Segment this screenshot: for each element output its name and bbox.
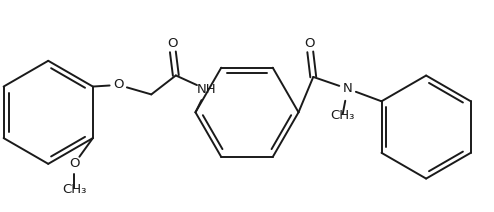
Text: N: N <box>343 82 353 95</box>
Text: O: O <box>167 37 178 50</box>
Text: NH: NH <box>197 84 216 96</box>
Text: O: O <box>113 78 124 91</box>
Text: CH₃: CH₃ <box>62 183 86 196</box>
Text: O: O <box>305 37 315 50</box>
Text: O: O <box>69 158 80 170</box>
Text: CH₃: CH₃ <box>330 109 355 122</box>
